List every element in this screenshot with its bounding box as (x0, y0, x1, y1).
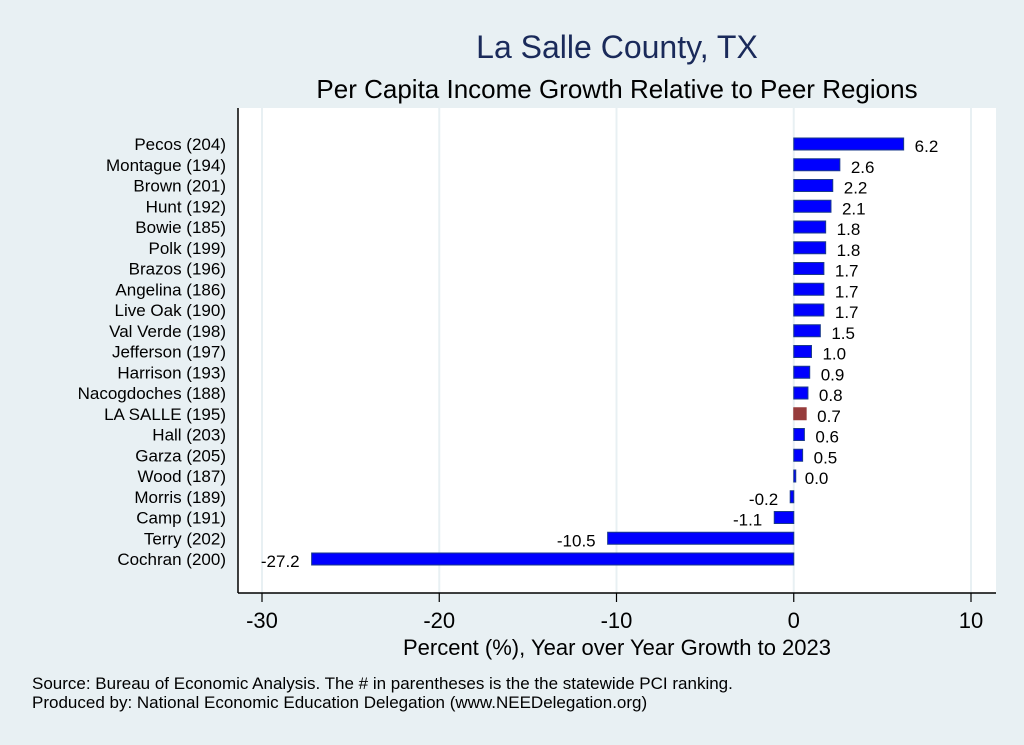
bar (793, 469, 797, 483)
value-labels: 6.22.62.22.11.81.81.71.71.71.51.00.90.80… (261, 137, 938, 571)
bar (793, 262, 825, 275)
bar (793, 365, 811, 379)
category-label: Angelina (186) (115, 280, 226, 299)
category-label: Bowie (185) (135, 218, 226, 237)
value-label: 1.0 (822, 345, 846, 364)
bar (793, 303, 825, 317)
category-labels: Pecos (204) Montague (194) Brown (201)Hunt… (78, 135, 226, 569)
bar (793, 179, 834, 192)
category-label: Polk (199) (149, 239, 226, 258)
category-label: Terry (202) (144, 529, 226, 548)
x-ticks: -30 -20 -10 0 10 (246, 593, 983, 633)
value-label: 1.7 (835, 262, 859, 281)
category-label: Cochran (200) (117, 550, 226, 569)
x-tick-label: 0 (788, 608, 800, 633)
category-label: Brazos (196) (129, 260, 226, 279)
bar (789, 490, 795, 504)
category-label: Nacogdoches (188) (78, 384, 226, 403)
value-label: 1.8 (837, 241, 861, 260)
category-label: Montague (194) (106, 156, 226, 175)
value-label: 0.9 (821, 365, 845, 384)
category-label: Camp (191) (136, 509, 226, 528)
value-label: 0.6 (815, 428, 839, 447)
bar-highlight (793, 407, 807, 421)
value-label: -10.5 (557, 531, 596, 550)
value-label: 1.7 (835, 282, 859, 301)
x-tick-label: -20 (423, 608, 455, 633)
value-label: 6.2 (915, 137, 939, 156)
bar (793, 324, 821, 338)
category-label: Hunt (192) (146, 197, 226, 216)
chart-title: La Salle County, TX (476, 29, 758, 65)
bar (793, 137, 905, 151)
value-label: 2.6 (851, 158, 875, 177)
bar (773, 511, 795, 524)
x-tick-label: -10 (601, 608, 633, 633)
value-label: 2.1 (842, 199, 866, 218)
category-label: Pecos (204) (134, 135, 226, 154)
bar (793, 448, 804, 462)
bar (607, 531, 795, 545)
category-label: Live Oak (190) (115, 301, 227, 320)
chart-subtitle: Per Capita Income Growth Relative to Pee… (316, 74, 917, 104)
x-tick-label: -30 (246, 608, 278, 633)
category-label: Morris (189) (134, 488, 226, 507)
category-label: Garza (205) (135, 446, 226, 465)
category-label: Val Verde (198) (109, 322, 226, 341)
bar (793, 199, 832, 213)
bar (793, 282, 825, 296)
category-label: Harrison (193) (117, 363, 226, 382)
bar (793, 241, 827, 255)
bar (793, 220, 827, 234)
category-label: Hall (203) (152, 426, 226, 445)
value-label: 2.2 (844, 179, 868, 198)
value-label: 0.7 (817, 407, 841, 426)
value-label: 1.5 (831, 324, 855, 343)
x-axis-title: Percent (%), Year over Year Growth to 20… (403, 635, 831, 660)
value-label: 0.0 (805, 469, 829, 488)
value-label: 1.8 (837, 220, 861, 239)
bar (793, 386, 809, 400)
category-label: Jefferson (197) (112, 343, 226, 362)
value-label: 1.7 (835, 303, 859, 322)
value-label: 0.8 (819, 386, 843, 405)
category-label: Brown (201) (133, 177, 226, 196)
value-label: -27.2 (261, 552, 300, 571)
bar (311, 552, 795, 566)
bar (793, 158, 841, 172)
bars (311, 137, 905, 566)
category-label: LA SALLE (195) (104, 405, 226, 424)
value-label: -1.1 (733, 511, 762, 530)
value-label: 0.5 (814, 448, 838, 467)
value-label: -0.2 (749, 490, 778, 509)
source-note: Source: Bureau of Economic Analysis. The… (32, 674, 733, 693)
bar (793, 345, 812, 358)
x-tick-label: 10 (959, 608, 983, 633)
category-label: Wood (187) (137, 467, 226, 486)
bar (793, 428, 805, 441)
produced-by-note: Produced by: National Economic Education… (32, 693, 647, 712)
